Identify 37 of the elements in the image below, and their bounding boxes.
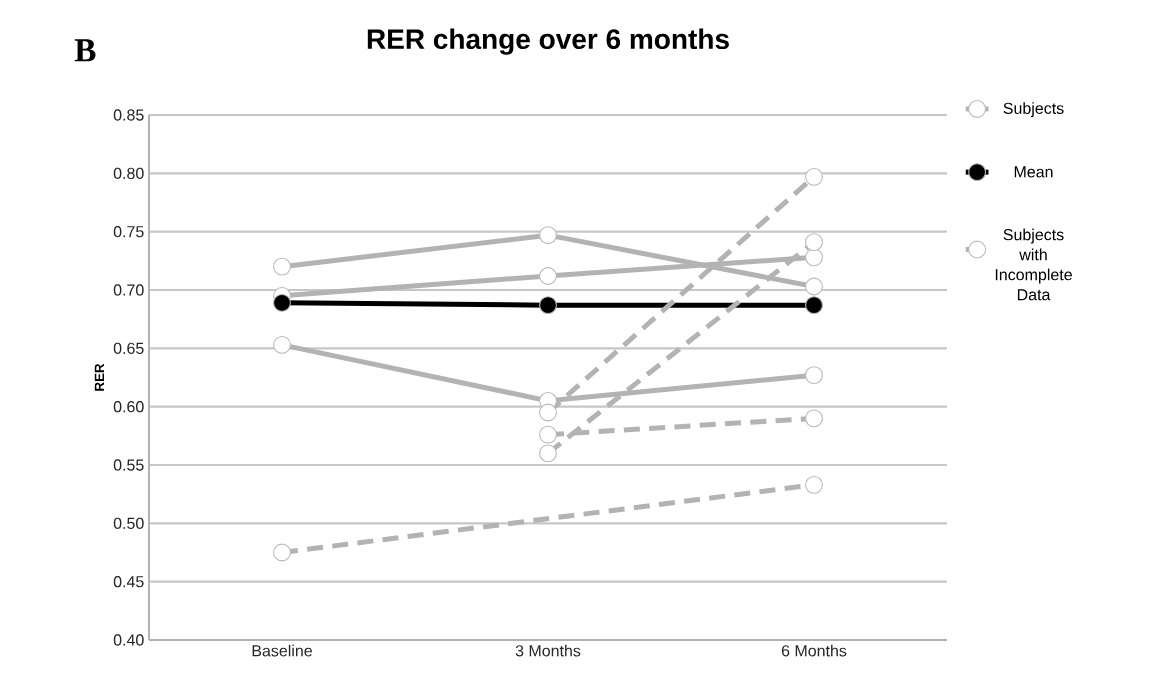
legend-label: Subjects with Incomplete Data — [995, 228, 1072, 301]
x-tick-label: 3 Months — [515, 644, 581, 657]
point — [539, 226, 557, 245]
point — [539, 444, 557, 463]
legend-label: Mean — [1014, 166, 1053, 178]
point — [805, 475, 823, 494]
y-tick-label: 0.85 — [113, 109, 144, 121]
point — [273, 543, 291, 562]
point — [805, 167, 823, 186]
point — [805, 366, 823, 385]
point — [539, 403, 557, 422]
point — [805, 296, 823, 315]
point — [273, 335, 291, 354]
point — [805, 409, 823, 428]
y-tick-label: 0.55 — [113, 459, 144, 471]
y-tick-label: 0.60 — [113, 401, 144, 413]
point — [805, 248, 823, 267]
point — [539, 425, 557, 444]
y-tick-label: 0.75 — [113, 226, 144, 238]
y-tick-label: 0.80 — [113, 167, 144, 179]
point — [273, 257, 291, 276]
legend-label: Subjects — [1003, 102, 1064, 118]
point — [539, 267, 557, 285]
y-axis-title: RER — [94, 363, 104, 391]
chart-title: RER change over 6 months — [367, 28, 729, 55]
text: B — [74, 39, 96, 62]
y-tick-label: 0.40 — [113, 634, 144, 646]
y-tick-label: 0.45 — [113, 576, 144, 588]
x-tick-label: 6 Months — [781, 644, 847, 657]
y-tick-label: 0.50 — [113, 517, 144, 529]
point — [539, 296, 557, 315]
point — [805, 277, 823, 296]
point — [273, 293, 291, 312]
point — [805, 233, 823, 252]
x-tick-label: Baseline — [252, 644, 312, 657]
y-tick-label: 0.70 — [113, 284, 144, 296]
y-tick-label: 0.65 — [113, 342, 144, 354]
